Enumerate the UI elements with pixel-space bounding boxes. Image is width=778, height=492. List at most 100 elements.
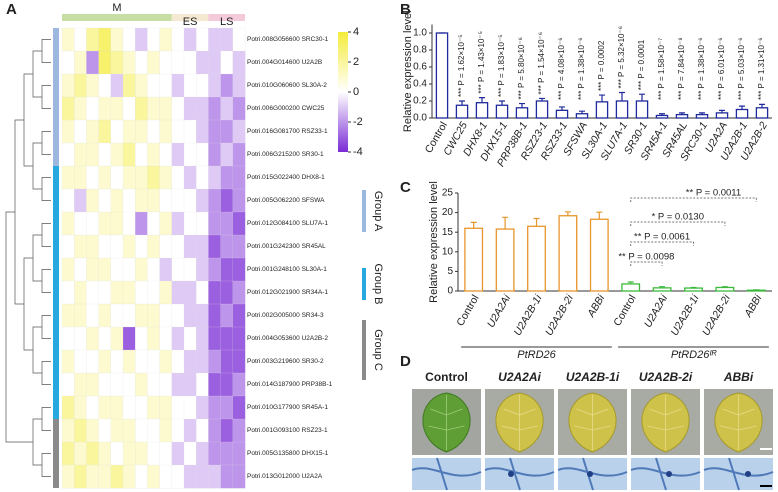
panel-label: D — [400, 353, 411, 370]
heatmap-cell — [147, 280, 160, 305]
significance-bracket — [630, 261, 663, 266]
error-bar — [533, 217, 540, 227]
column-group-label: ES — [183, 16, 198, 28]
photo-label: U2A2B-2i — [639, 370, 693, 384]
row-group-bar — [53, 97, 59, 120]
row-group-bar — [53, 120, 59, 143]
heatmap-cell — [122, 73, 136, 98]
heatmap-cell — [122, 96, 136, 121]
heatmap-cell — [183, 418, 197, 443]
heatmap-cell — [61, 464, 75, 489]
heatmap-cell — [220, 441, 234, 466]
heatmap-cell — [147, 349, 160, 374]
heatmap-cell — [74, 441, 87, 466]
heatmap-cell — [98, 326, 112, 351]
heatmap-cell — [147, 464, 160, 489]
heatmap-cell — [122, 441, 136, 466]
heatmap-cell — [196, 326, 209, 351]
heatmap-cell — [196, 96, 209, 121]
row-group-marker — [362, 268, 366, 300]
heatmap-cell — [232, 50, 246, 75]
heatmap-cell — [183, 27, 197, 52]
row-label: Potri.001G248100 SL30A-1 — [247, 266, 327, 273]
heatmap-cell — [74, 211, 87, 236]
heatmap-cell — [159, 418, 173, 443]
heatmap-cell — [232, 464, 246, 489]
photo-label: U2A2B-1i — [566, 370, 620, 384]
group-label: PtRD26 — [517, 349, 556, 361]
dendrogram — [41, 269, 51, 293]
dendrogram — [41, 453, 51, 477]
dendrogram — [32, 50, 42, 98]
error-bar — [579, 110, 585, 114]
dendrogram — [32, 234, 42, 282]
heatmap-cell — [183, 372, 197, 397]
heatmap-cell — [208, 142, 221, 167]
significance-bracket — [630, 197, 757, 202]
heatmap-cell — [208, 188, 221, 213]
heatmap-cell — [122, 303, 136, 328]
heatmap-cell — [86, 50, 100, 75]
x-tick-label: U2A2B-1i — [669, 292, 702, 337]
row-group-bar — [53, 419, 59, 442]
significance-label: * P = 0.0130 — [652, 212, 704, 223]
bar — [755, 107, 769, 119]
heatmap-cell — [74, 142, 87, 167]
heatmap-cell — [196, 188, 209, 213]
heatmap-cell — [86, 188, 100, 213]
error-bar — [459, 100, 465, 106]
bar — [475, 102, 489, 119]
heatmap-cell — [74, 464, 87, 489]
column-group-label: M — [112, 2, 121, 14]
heatmap-cell — [232, 395, 246, 420]
photo-label: U2A2Ai — [498, 370, 541, 384]
x-tick-label: U2A2B-2i — [543, 292, 576, 337]
heatmap-cell — [86, 326, 100, 351]
row-group-bar — [53, 143, 59, 166]
dendrogram — [5, 211, 33, 443]
heatmap-cell — [74, 119, 87, 144]
stain-spot — [587, 471, 593, 477]
p-value-annotation: *** P = 1.38×10⁻⁶ — [577, 37, 586, 100]
heatmap-cell — [196, 418, 209, 443]
heatmap-cell — [86, 303, 100, 328]
heatmap-cell — [147, 303, 160, 328]
heatmap-cell — [159, 441, 173, 466]
heatmap-cell — [147, 188, 160, 213]
y-tick-label: 10 — [442, 246, 454, 257]
heatmap-cell — [171, 303, 185, 328]
heatmap-cell — [110, 142, 124, 167]
heatmap-cell — [147, 73, 160, 98]
row-label: Potri.005G062200 SFSWA — [247, 197, 325, 204]
heatmap-cell — [183, 188, 197, 213]
heatmap-cell — [135, 96, 148, 121]
heatmap-cell — [196, 211, 209, 236]
heatmap-cell — [98, 418, 112, 443]
error-bar — [690, 286, 697, 289]
error-bar — [479, 97, 485, 103]
heatmap-cell — [147, 395, 160, 420]
heatmap-cell — [232, 165, 246, 190]
dendrogram — [32, 326, 42, 374]
heatmap-cell — [98, 119, 112, 144]
heatmap-cell — [183, 349, 197, 374]
bar — [575, 113, 589, 119]
p-value-annotation: *** P = 5.03×10⁻⁶ — [737, 37, 746, 100]
heatmap-cell — [122, 418, 136, 443]
bar — [555, 109, 569, 119]
heatmap-cell — [220, 418, 234, 443]
error-bar — [679, 112, 685, 115]
heatmap-cell — [208, 441, 221, 466]
heatmap-cell — [86, 234, 100, 259]
heatmap-cell — [208, 418, 221, 443]
heatmap-cell — [159, 50, 173, 75]
panel-label: C — [400, 179, 411, 196]
heatmap-cell — [110, 464, 124, 489]
dendrogram — [41, 85, 51, 109]
heatmap-cell — [135, 464, 148, 489]
heatmap-cell — [183, 257, 197, 282]
heatmap-cell — [196, 280, 209, 305]
y-tick-label: 0.6 — [413, 62, 427, 73]
stain-spot — [745, 471, 751, 477]
error-bar — [596, 211, 603, 220]
